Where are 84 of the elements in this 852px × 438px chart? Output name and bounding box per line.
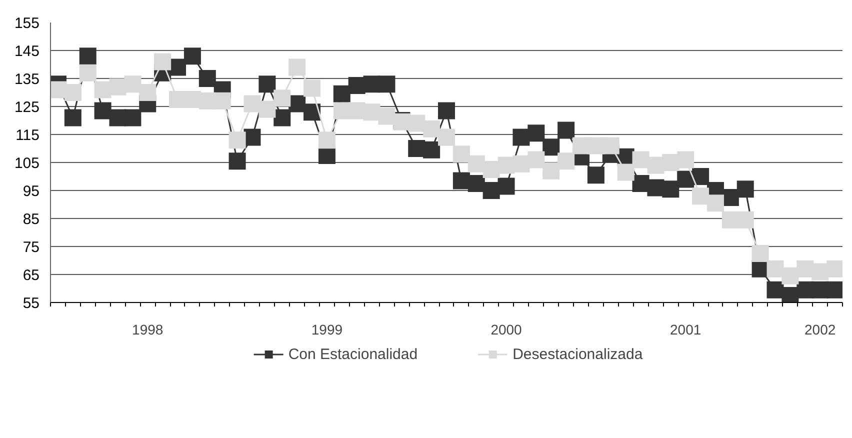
point bbox=[124, 76, 142, 93]
point bbox=[528, 124, 545, 142]
point bbox=[692, 168, 710, 185]
y-tick-label: 125 bbox=[14, 99, 40, 116]
point bbox=[452, 172, 470, 190]
point bbox=[632, 151, 650, 168]
point bbox=[826, 260, 842, 278]
point bbox=[452, 146, 470, 163]
point bbox=[706, 194, 724, 212]
point bbox=[662, 180, 680, 198]
point bbox=[378, 108, 396, 125]
point bbox=[512, 128, 530, 146]
y-tick-label: 95 bbox=[22, 183, 40, 200]
point bbox=[587, 166, 604, 184]
point bbox=[274, 109, 291, 126]
point bbox=[766, 260, 784, 278]
point bbox=[124, 109, 142, 126]
point bbox=[304, 104, 321, 121]
point bbox=[214, 92, 231, 110]
point bbox=[228, 132, 246, 149]
x-tick-label: 2000 bbox=[490, 322, 522, 338]
point bbox=[542, 138, 560, 156]
point bbox=[378, 76, 396, 93]
point bbox=[109, 78, 126, 96]
legend-label: Con Estacionalidad bbox=[288, 346, 418, 362]
point bbox=[482, 182, 500, 199]
point bbox=[752, 245, 769, 262]
y-tick-label: 135 bbox=[14, 71, 40, 88]
point bbox=[288, 58, 306, 76]
point bbox=[258, 76, 276, 93]
point bbox=[498, 178, 515, 195]
point bbox=[438, 102, 455, 120]
y-tick-label: 85 bbox=[22, 211, 40, 228]
y-tick-label: 155 bbox=[14, 15, 40, 32]
point bbox=[662, 154, 680, 171]
y-tick-label: 115 bbox=[16, 127, 40, 144]
point bbox=[826, 281, 842, 298]
point bbox=[333, 85, 350, 102]
point bbox=[154, 53, 172, 70]
point bbox=[423, 141, 440, 158]
point bbox=[528, 151, 545, 168]
y-tick-label: 145 bbox=[14, 43, 40, 60]
point bbox=[438, 128, 455, 146]
point bbox=[542, 162, 560, 180]
point bbox=[64, 109, 82, 126]
point bbox=[258, 100, 276, 118]
point bbox=[228, 152, 246, 170]
point bbox=[139, 84, 156, 101]
point bbox=[512, 155, 530, 172]
x-tick-label: 1999 bbox=[311, 322, 343, 338]
point bbox=[64, 84, 82, 101]
point bbox=[408, 114, 426, 132]
point bbox=[602, 137, 620, 154]
point bbox=[79, 48, 96, 65]
y-tick-label: 105 bbox=[14, 155, 40, 172]
x-tick-label: 1998 bbox=[132, 322, 164, 338]
point bbox=[647, 156, 664, 174]
point bbox=[677, 151, 694, 168]
point bbox=[318, 132, 336, 149]
point bbox=[558, 122, 575, 139]
point bbox=[79, 64, 96, 82]
point bbox=[244, 95, 261, 112]
point bbox=[482, 161, 500, 178]
point bbox=[692, 188, 710, 205]
point bbox=[318, 147, 336, 164]
point bbox=[304, 80, 321, 97]
point bbox=[94, 102, 112, 120]
point bbox=[736, 211, 754, 228]
point bbox=[468, 155, 485, 172]
point bbox=[468, 175, 485, 192]
point bbox=[617, 164, 634, 181]
x-tick-label: 2002 bbox=[804, 322, 836, 338]
point bbox=[198, 70, 216, 87]
point bbox=[782, 267, 799, 284]
legend-label: Desestacionalizada bbox=[512, 346, 643, 362]
y-tick-label: 65 bbox=[22, 267, 40, 284]
point bbox=[423, 120, 440, 138]
x-tick-label: 2001 bbox=[670, 322, 702, 338]
point bbox=[184, 48, 201, 65]
point bbox=[274, 90, 291, 107]
y-tick-label: 75 bbox=[22, 239, 40, 256]
y-tick-label: 55 bbox=[22, 295, 40, 312]
point bbox=[558, 152, 575, 170]
point bbox=[736, 180, 754, 198]
